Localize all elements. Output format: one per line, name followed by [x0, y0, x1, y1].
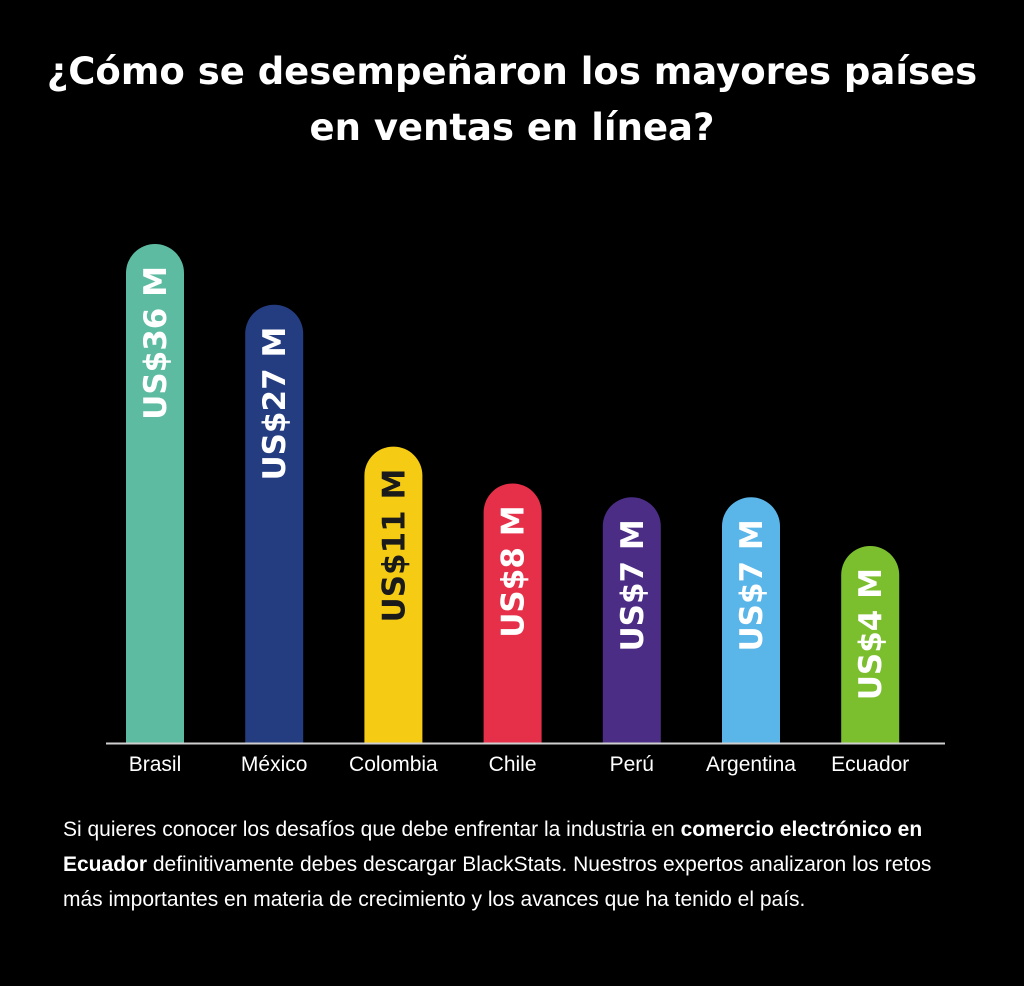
tick-label: Colombia — [349, 753, 438, 776]
tick-label: Brasil — [129, 753, 182, 776]
data-label: US$36 M — [138, 266, 174, 420]
bar-chart: US$36 M Brasil US$27 M México US$11 M Colombi… — [106, 244, 945, 776]
data-label: US$4 M — [853, 568, 889, 700]
tick-label: Argentina — [706, 753, 796, 776]
description-paragraph: Si quieres conocer los desafíos que debe… — [63, 812, 943, 917]
tick-label: Ecuador — [831, 753, 909, 776]
data-label: US$7 M — [734, 519, 770, 651]
paragraph-bold-text: comercio electrónico en Ecuador — [63, 818, 923, 876]
data-label: US$11 M — [376, 469, 412, 623]
paragraph-text-1: Si quieres conocer los desafíos que debe… — [63, 818, 681, 841]
bar-colombia — [364, 446, 423, 743]
data-label: US$7 M — [615, 519, 651, 651]
bar-ecuador — [841, 546, 900, 743]
bar-brasil — [126, 244, 184, 743]
data-label: US$8 M — [496, 505, 532, 637]
bar-chile — [483, 483, 542, 743]
paragraph-text-2: definitivamente debes descargar BlackSta… — [63, 853, 932, 911]
bar-perú — [602, 497, 661, 743]
tick-label: México — [241, 753, 308, 776]
tick-label: Chile — [489, 753, 537, 776]
bar-argentina — [722, 497, 780, 743]
bar-méxico — [245, 304, 304, 743]
chart-title: ¿Cómo se desempeñaron los mayores países… — [46, 50, 978, 149]
data-label: US$27 M — [257, 327, 293, 481]
tick-label: Perú — [610, 753, 654, 776]
